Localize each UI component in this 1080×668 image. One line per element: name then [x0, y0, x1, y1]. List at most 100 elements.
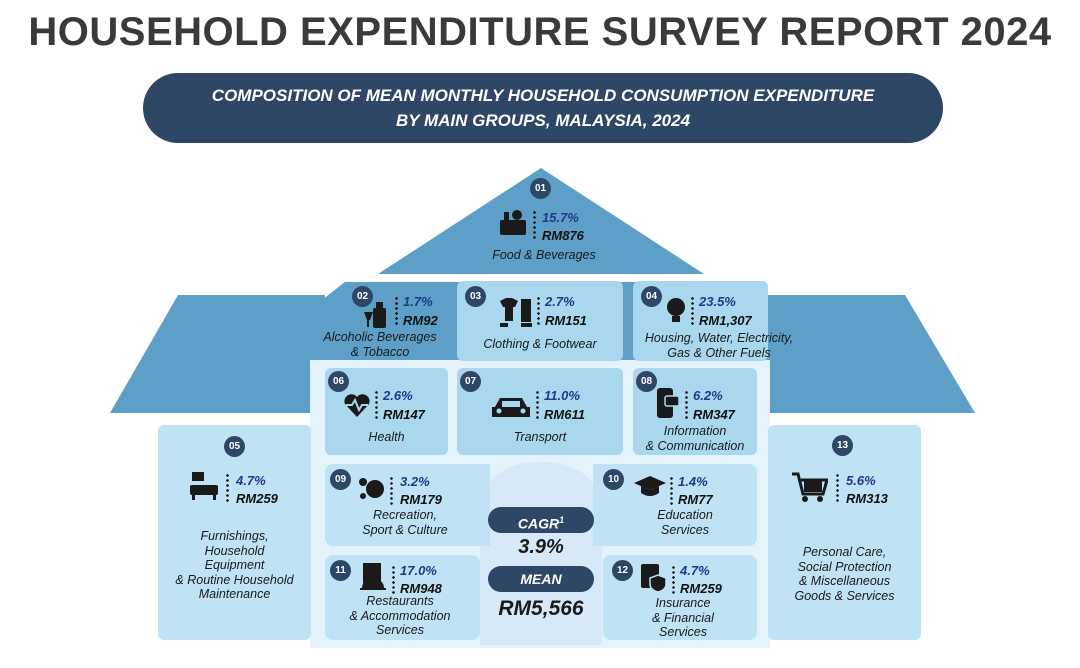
category-percent: 5.6% [846, 473, 876, 488]
clothing-icon [500, 298, 532, 327]
dotted-separator [390, 476, 393, 506]
category-label: Clothing & Footwear [483, 337, 597, 351]
lightbulb-icon [667, 298, 685, 322]
category-number: 07 [460, 371, 481, 392]
category-label: Health [368, 430, 405, 444]
category-percent: 4.7% [236, 473, 266, 488]
category-06: 06 2.6% RM147 Health [325, 368, 448, 455]
category-label: Transport [513, 430, 567, 444]
shopping-cart-icon [792, 472, 828, 502]
category-label: Food & Beverages [492, 248, 596, 262]
roof-top [378, 168, 704, 274]
roof-right-wing [765, 295, 975, 413]
dotted-separator [685, 390, 688, 420]
category-number: 02 [352, 286, 373, 307]
graduation-cap-icon [634, 476, 666, 496]
dotted-separator [691, 296, 694, 326]
category-12: 12 4.7% RM259 Insurance & Financial Serv… [603, 555, 757, 640]
category-label: Personal Care, Social Protection & Misce… [794, 545, 895, 603]
cagr-footnote-marker: 1 [559, 515, 565, 525]
category-percent: 15.7% [542, 210, 579, 225]
car-icon [492, 398, 530, 417]
category-amount: RM179 [400, 492, 442, 507]
category-number: 13 [832, 435, 853, 456]
category-label: Alcoholic Beverages & Tobacco [323, 330, 437, 359]
category-percent: 1.4% [678, 474, 708, 489]
phone-chat-icon [657, 388, 680, 418]
category-amount: RM313 [846, 491, 888, 506]
category-amount: RM347 [693, 407, 735, 422]
food-basket-icon [500, 210, 526, 235]
category-label: Information & Communication [645, 424, 745, 453]
category-number: 05 [224, 436, 245, 457]
category-13: 13 5.6% RM313 Personal Care, Social Prot… [768, 425, 921, 640]
category-number: 08 [636, 371, 657, 392]
category-amount: RM611 [544, 407, 585, 422]
category-amount: RM151 [545, 313, 587, 328]
category-amount: RM876 [542, 228, 584, 243]
category-04-label: Housing, Water, Electricity, Gas & Other… [644, 331, 794, 360]
category-percent: 4.7% [680, 563, 710, 578]
category-number: 10 [603, 469, 624, 490]
cagr-label: CAGR1 [488, 507, 594, 533]
category-number: 09 [330, 469, 351, 490]
category-amount: RM92 [403, 313, 438, 328]
category-label: Insurance & Financial Services [652, 596, 714, 639]
category-number: 12 [612, 560, 633, 581]
category-number: 04 [641, 286, 662, 307]
dotted-separator [395, 296, 398, 326]
category-04: 04 23.5% [633, 281, 768, 361]
dotted-separator [375, 390, 378, 420]
category-label: Recreation, Sport & Culture [362, 508, 448, 537]
category-percent: 17.0% [400, 563, 437, 578]
category-number: 03 [465, 286, 486, 307]
category-percent: 23.5% [699, 294, 736, 309]
category-09: 09 3.2% RM179 Recreation, Sport & Cultur… [325, 464, 490, 546]
insurance-document-icon [641, 564, 667, 593]
category-03: 03 2.7% RM151 Clothing & Footwear [457, 281, 623, 361]
category-percent: 2.7% [545, 294, 575, 309]
banner-line-2: BY MAIN GROUPS, MALAYSIA, 2024 [395, 111, 691, 130]
category-percent: 2.6% [383, 388, 413, 403]
category-number: 06 [328, 371, 349, 392]
category-percent: 1.7% [403, 294, 433, 309]
heart-pulse-icon [344, 394, 370, 417]
cagr-value: 3.9% [518, 536, 564, 558]
dotted-separator [536, 390, 539, 420]
category-percent: 6.2% [693, 388, 723, 403]
category-number: 11 [330, 560, 351, 581]
category-label: Restaurants & Accommodation Services [349, 594, 451, 637]
dotted-separator [672, 565, 675, 595]
dotted-separator [226, 473, 229, 503]
category-08: 08 6.2% RM347 Information & Communicatio… [633, 368, 757, 455]
dotted-separator [670, 476, 673, 506]
restaurant-menu-icon [360, 563, 386, 590]
sofa-icon [190, 472, 218, 500]
dotted-separator [836, 473, 839, 503]
category-amount: RM77 [678, 492, 713, 507]
sports-balls-icon [359, 478, 384, 499]
page-title: HOUSEHOLD EXPENDITURE SURVEY REPORT 2024 [28, 10, 1052, 54]
banner-line-1: COMPOSITION OF MEAN MONTHLY HOUSEHOLD CO… [211, 86, 875, 105]
bottle-glass-icon [364, 302, 386, 328]
category-percent: 11.0% [544, 388, 580, 403]
category-amount: RM259 [680, 581, 722, 596]
roof-left-wing [110, 295, 325, 413]
category-11: 11 17.0% RM948 Restaurants & Accommodati… [325, 555, 480, 640]
category-amount: RM948 [400, 581, 442, 596]
dotted-separator [533, 210, 536, 240]
mean-label: MEAN [488, 566, 594, 592]
dotted-separator [392, 565, 395, 595]
mean-value: RM5,566 [498, 597, 584, 620]
category-10: 10 1.4% RM77 Education Services [593, 464, 757, 546]
category-05: 05 4.7% RM259 Furnishings, Household Equ… [158, 425, 311, 640]
category-amount: RM259 [236, 491, 278, 506]
category-07: 07 11.0% RM611 Transport [457, 368, 623, 455]
category-number: 01 [530, 178, 551, 199]
category-label: Education Services [657, 508, 713, 537]
category-amount: RM147 [383, 407, 425, 422]
dotted-separator [537, 296, 540, 326]
category-label: Furnishings, Household Equipment & Routi… [175, 529, 294, 601]
chart-title-banner: COMPOSITION OF MEAN MONTHLY HOUSEHOLD CO… [143, 73, 943, 143]
cagr-label-text: CAGR [517, 515, 560, 532]
